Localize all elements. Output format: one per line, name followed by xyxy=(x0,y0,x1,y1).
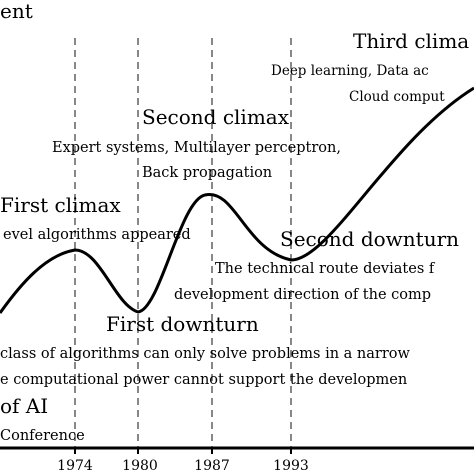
year-label-1974: 1974 xyxy=(57,458,93,474)
year-label-1980: 1980 xyxy=(122,458,158,474)
third-climax-title: Third clima xyxy=(353,29,469,53)
year-label-1987: 1987 xyxy=(194,458,230,474)
birth-of-ai-title: of AI xyxy=(0,394,48,418)
year-guide-lines xyxy=(74,38,292,448)
first-climax-line1: evel algorithms appeared xyxy=(3,227,191,243)
first-climax-title: First climax xyxy=(0,193,121,217)
second-downturn-title: Second downturn xyxy=(280,227,459,251)
year-label-1993: 1993 xyxy=(273,458,309,474)
first-downturn-title: First downturn xyxy=(106,312,259,336)
second-climax-line2: Back propagation xyxy=(142,165,272,181)
second-climax-line1: Expert systems, Multilayer perceptron, xyxy=(52,140,341,156)
first-downturn-line1: class of algorithms can only solve probl… xyxy=(0,346,410,362)
third-climax-line2: Cloud comput xyxy=(349,89,445,105)
birth-of-ai-line1: Conference xyxy=(0,428,85,444)
first-downturn-line2: e computational power cannot support the… xyxy=(0,372,407,388)
development-curve xyxy=(0,86,474,314)
second-downturn-line1: The technical route deviates f xyxy=(215,261,436,277)
third-climax-line1: Deep learning, Data ac xyxy=(271,63,429,79)
second-climax-title: Second climax xyxy=(142,105,290,129)
year-ticks xyxy=(74,448,292,454)
top-left-label: ent xyxy=(0,0,33,23)
second-downturn-line2: development direction of the comp xyxy=(174,287,431,303)
